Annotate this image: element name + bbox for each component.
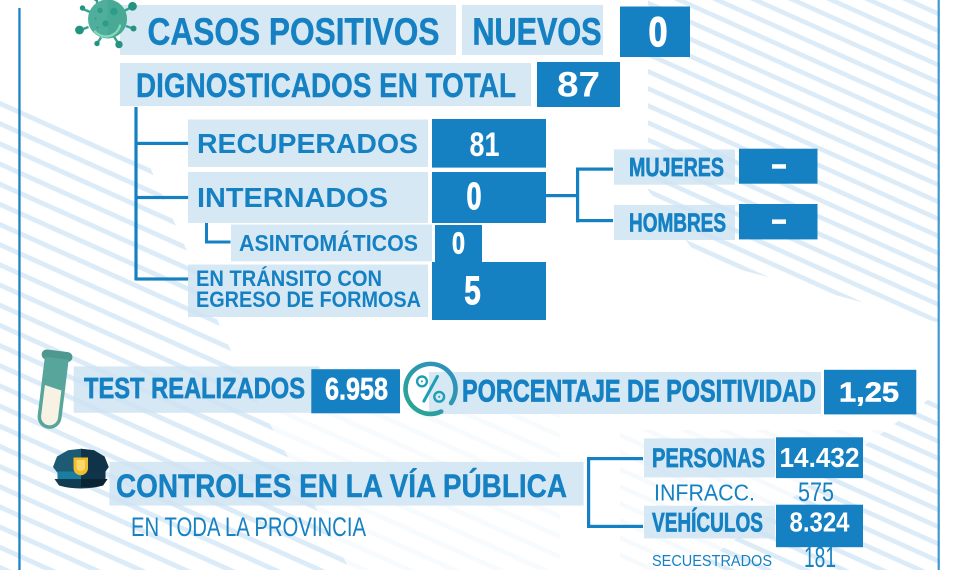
svg-text:CONTROLES EN LA VÍA PÚBLICA: CONTROLES EN LA VÍA PÚBLICA — [116, 467, 567, 504]
svg-text:181: 181 — [804, 541, 836, 570]
svg-text:575: 575 — [798, 477, 834, 507]
svg-text:HOMBRES: HOMBRES — [629, 210, 726, 238]
svg-text:PORCENTAJE DE POSITIVIDAD: PORCENTAJE DE POSITIVIDAD — [462, 373, 816, 408]
svg-text:NUEVOS: NUEVOS — [473, 12, 602, 54]
svg-text:VEHÍCULOS: VEHÍCULOS — [652, 507, 763, 537]
svg-text:DIGNOSTICADOS EN TOTAL: DIGNOSTICADOS EN TOTAL — [136, 67, 516, 105]
svg-text:8.324: 8.324 — [790, 507, 851, 538]
svg-text:INTERNADOS: INTERNADOS — [197, 182, 388, 213]
svg-text:PERSONAS: PERSONAS — [652, 443, 765, 473]
svg-text:EN TODA LA PROVINCIA: EN TODA LA PROVINCIA — [131, 511, 367, 542]
svg-text:5: 5 — [464, 269, 481, 313]
svg-text:RECUPERADOS: RECUPERADOS — [197, 128, 418, 159]
svg-text:SECUESTRADOS: SECUESTRADOS — [652, 553, 772, 570]
svg-text:CASOS POSITIVOS: CASOS POSITIVOS — [148, 12, 440, 54]
svg-text:0: 0 — [649, 8, 668, 55]
svg-text:81: 81 — [470, 126, 500, 164]
svg-text:EGRESO DE FORMOSA: EGRESO DE FORMOSA — [196, 287, 421, 312]
svg-text:INFRACC.: INFRACC. — [654, 480, 755, 506]
svg-text:TEST REALIZADOS: TEST REALIZADOS — [84, 373, 305, 405]
svg-text:87: 87 — [557, 66, 600, 105]
svg-text:14.432: 14.432 — [780, 442, 860, 473]
svg-text:1,25: 1,25 — [839, 376, 899, 408]
svg-text:0: 0 — [467, 176, 482, 218]
svg-text:MUJERES: MUJERES — [629, 154, 724, 182]
svg-text:ASINTOMÁTICOS: ASINTOMÁTICOS — [239, 230, 418, 256]
svg-text:EN TRÁNSITO CON: EN TRÁNSITO CON — [196, 266, 382, 291]
svg-text:6.958: 6.958 — [325, 371, 388, 407]
svg-text:0: 0 — [452, 226, 465, 261]
